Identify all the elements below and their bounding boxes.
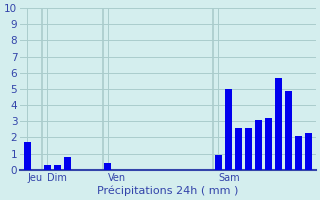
Bar bbox=[104, 163, 111, 170]
Bar bbox=[235, 128, 242, 170]
Bar bbox=[44, 165, 51, 170]
Bar bbox=[295, 136, 302, 170]
Bar bbox=[305, 133, 312, 170]
Bar bbox=[54, 165, 61, 170]
Bar bbox=[64, 157, 71, 170]
Bar bbox=[225, 89, 232, 170]
Bar bbox=[24, 142, 31, 170]
Bar bbox=[215, 155, 222, 170]
Bar bbox=[265, 118, 272, 170]
Bar bbox=[245, 128, 252, 170]
Bar bbox=[275, 78, 282, 170]
Bar bbox=[255, 120, 262, 170]
X-axis label: Précipitations 24h ( mm ): Précipitations 24h ( mm ) bbox=[97, 185, 239, 196]
Bar bbox=[285, 91, 292, 170]
